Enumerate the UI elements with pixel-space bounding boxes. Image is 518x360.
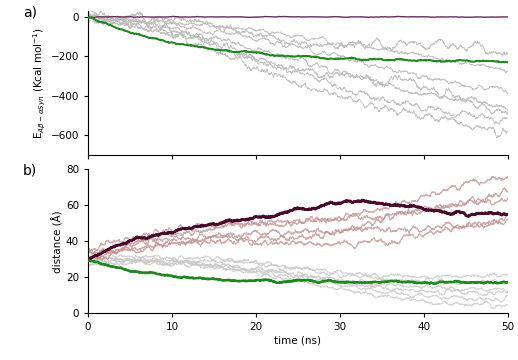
Text: b): b) — [23, 163, 37, 177]
Text: a): a) — [23, 5, 37, 19]
Y-axis label: distance (Å): distance (Å) — [52, 210, 63, 273]
X-axis label: time (ns): time (ns) — [275, 335, 321, 345]
Y-axis label: E$_{A\beta-\alpha Syn}$ (Kcal mol$^{-1}$): E$_{A\beta-\alpha Syn}$ (Kcal mol$^{-1}$… — [32, 27, 48, 139]
